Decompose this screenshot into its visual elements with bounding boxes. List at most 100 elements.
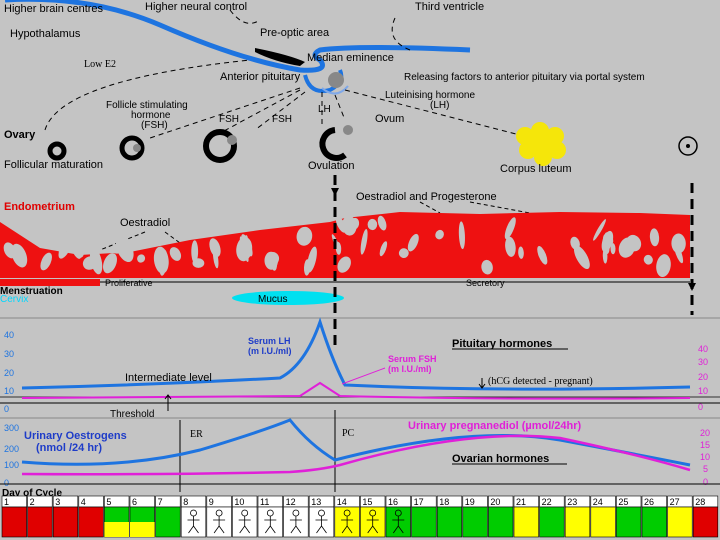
day-number: 18 [439,497,449,507]
day-number: 9 [209,497,214,507]
day-color-box [590,506,616,538]
follicle-stage-2 [119,135,145,161]
day-color-lower [104,522,129,537]
day-cell: 18 [436,495,463,538]
day-of-cycle-title: Day of Cycle [2,488,62,499]
follicle-stage-1 [47,141,67,161]
day-cell: 8 [180,495,207,538]
ovary-title: Ovary [4,129,36,141]
gland-shape [573,245,590,270]
gland-shape [602,248,608,264]
fsh-tick-30: 30 [698,357,708,367]
ovulation-marker-lines [333,175,694,345]
day-cell: 21 [513,495,539,538]
follicle-stage-3 [203,129,237,163]
ovarian-hormone-chart: 300 200 100 0 20 15 10 5 0 ER PC Urinary… [0,410,720,492]
day-number: 11 [260,497,269,507]
day-cell: 25 [616,495,642,538]
gland-shape [307,246,317,273]
oestrogen-tick-0: 0 [4,478,9,488]
day-number: 1 [4,497,9,507]
pre-optic-area-label: Pre-optic area [260,27,330,39]
day-number: 13 [311,497,321,507]
cervix-label: Cervix [0,294,28,305]
baby-icon [264,509,277,534]
gland-shape [212,247,219,269]
gland-shape [379,241,388,257]
day-cell: 19 [462,495,488,538]
gland-shape [153,246,169,274]
lh-tick-10: 10 [4,386,14,396]
lh-label-line1: Luteinising hormone [385,90,475,101]
pc-label: PC [342,428,355,439]
day-number: 23 [567,497,577,507]
baby-icon [315,509,328,534]
lh-label-line2: (LH) [430,100,449,111]
gland-shape [518,246,524,259]
low-e2-label: Low E2 [84,59,116,70]
day-number: 12 [286,497,296,507]
day-cell: 23 [564,495,591,538]
ovulation-label: Ovulation [308,160,354,172]
day-number: 25 [618,497,628,507]
secretory-label: Secretory [466,278,505,288]
gland-shape [435,229,444,240]
serum-lh-curve [21,317,691,391]
gland-shape [209,238,221,257]
day-number: 19 [465,497,475,507]
hypothalamus-label: Hypothalamus [10,28,81,40]
higher-brain-centres-label: Higher brain centres [4,3,104,15]
pregnanediol-tick-10: 10 [700,452,710,462]
day-color-box [692,506,719,538]
baby-icon [341,509,354,534]
gland-shape [407,233,419,252]
serum-lh-label-line2: (m I.U./ml) [248,346,292,356]
proliferative-label: Proliferative [105,278,153,288]
gland-shape [335,216,347,233]
lh-short-label: LH [318,104,331,115]
day-cell: 4 [78,495,104,538]
serum-fsh-curve [21,381,691,400]
gland-shape [610,243,616,255]
gland-shape [643,254,653,265]
gland-shape [360,228,368,255]
gland-shape [296,226,313,246]
fsh-label-line1: Follicle stimulating [106,100,188,111]
anterior-pituitary-label: Anterior pituitary [220,71,301,83]
day-number: 4 [81,497,86,507]
intermediate-level-label: Intermediate level [125,372,212,384]
follicular-maturation-label: Follicular maturation [4,159,103,171]
day-cell: 26 [641,495,667,538]
oestrogen-tick-200: 200 [4,444,19,454]
pregnanediol-tick-15: 15 [700,440,710,450]
day-cell: 9 [206,495,232,538]
urinary-oestrogens-label-line2: (nmol /24 hr) [36,442,102,454]
endometrium-title: Endometrium [4,201,75,213]
oocyte-stage-3 [227,135,237,145]
gland-shape [593,219,606,241]
day-cell: 11 [257,495,283,538]
third-ventricle-label: Third ventricle [415,1,484,13]
day-cells: 1 2 3 4 5 6 7 8 9 10 11 12 13 14 15 16 17 18 19 20 21 22 23 24 2… [1,495,719,538]
day-number: 16 [388,497,398,507]
day-number: 6 [132,497,137,507]
gland-shape [656,254,671,278]
day-number: 2 [30,497,35,507]
portal-system-curve [321,85,349,95]
day-color-box [564,506,591,538]
day-number: 27 [670,497,680,507]
day-color-lower [130,522,155,537]
endometrial-glands [3,215,686,278]
gland-shape [505,236,516,257]
baby-icon [366,509,379,534]
hcg-detected-label: (hCG detected - pregnant) [488,376,593,387]
day-number: 28 [695,497,705,507]
lh-tick-0: 0 [4,404,9,414]
day-number: 14 [337,497,347,507]
fsh-short-label-1: FSH [219,114,239,125]
day-color-box [488,506,514,538]
day-cell: 14 [334,495,360,538]
day-number: 24 [593,497,603,507]
serum-lh-label-line1: Serum LH [248,336,291,346]
day-cell: 28 [692,495,719,538]
